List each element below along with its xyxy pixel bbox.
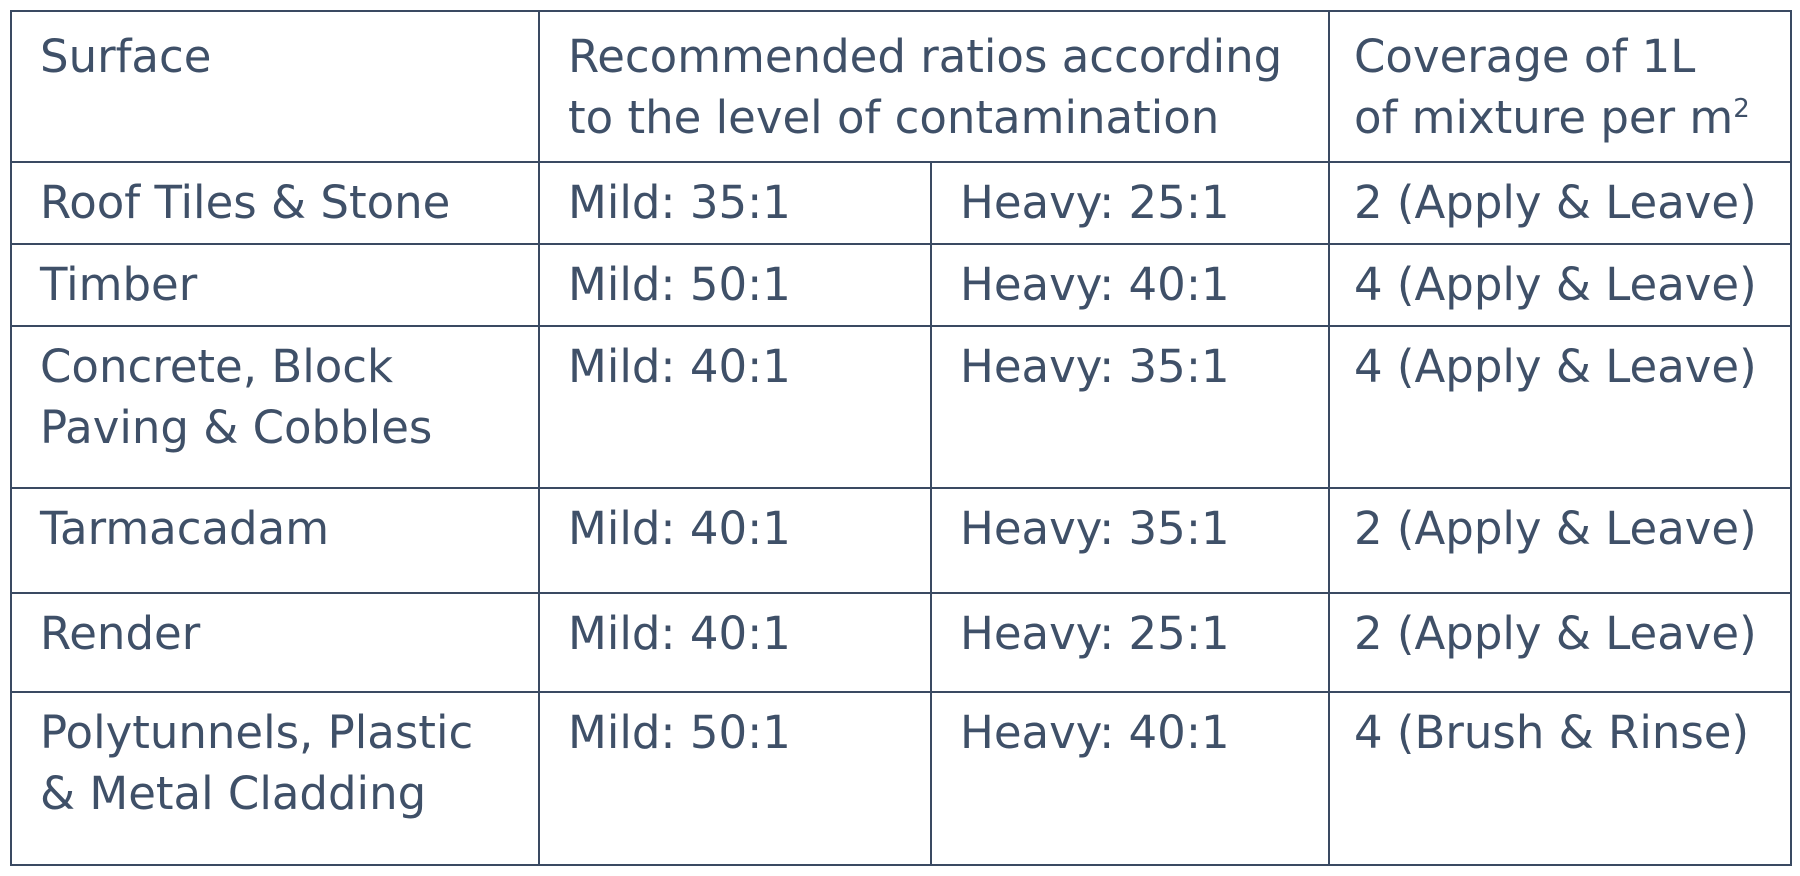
table-row: Roof Tiles & Stone Mild: 35:1 Heavy: 25:… [10,161,1792,245]
cell-coverage: 2 (Apply & Leave) [1328,487,1792,594]
cell-surface: Render [10,592,540,693]
header-coverage-line-1: Coverage of 1L [1354,30,1696,83]
header-ratios-line-1: Recommended ratios according [568,30,1283,83]
cell-heavy: Heavy: 35:1 [930,487,1330,594]
cell-heavy: Heavy: 40:1 [930,243,1330,327]
surface-line-1: Tarmacadam [40,502,330,555]
table-row: Timber Mild: 50:1 Heavy: 40:1 4 (Apply &… [10,243,1792,327]
surface-line-2: & Metal Cladding [40,767,427,820]
cell-surface: Timber [10,243,540,327]
table-row: Render Mild: 40:1 Heavy: 25:1 2 (Apply &… [10,592,1792,693]
cell-heavy: Heavy: 35:1 [930,325,1330,489]
header-ratios-line-2: to the level of contamination [568,91,1220,144]
surface-line-1: Concrete, Block [40,340,394,393]
surface-line-1: Render [40,607,201,660]
surface-line-1: Roof Tiles & Stone [40,176,451,229]
cell-surface: Concrete, Block Paving & Cobbles [10,325,540,489]
cell-heavy: Heavy: 25:1 [930,161,1330,245]
header-coverage-line-2: of mixture per m [1354,91,1734,144]
surface-line-1: Polytunnels, Plastic [40,706,474,759]
cell-mild: Mild: 40:1 [538,592,932,693]
surface-line-1: Timber [40,258,198,311]
cell-heavy: Heavy: 25:1 [930,592,1330,693]
header-coverage-superscript: 2 [1733,94,1750,124]
header-surface: Surface [10,10,540,163]
cell-heavy: Heavy: 40:1 [930,691,1330,866]
cell-coverage: 4 (Apply & Leave) [1328,325,1792,489]
header-coverage: Coverage of 1L of mixture per m2 [1328,10,1792,163]
cell-surface: Roof Tiles & Stone [10,161,540,245]
cell-mild: Mild: 35:1 [538,161,932,245]
table-row: Tarmacadam Mild: 40:1 Heavy: 35:1 2 (App… [10,487,1792,594]
cell-coverage: 4 (Brush & Rinse) [1328,691,1792,866]
header-row: Surface Recommended ratios according to … [10,10,1792,163]
cell-mild: Mild: 50:1 [538,691,932,866]
cell-surface: Tarmacadam [10,487,540,594]
cell-mild: Mild: 40:1 [538,487,932,594]
table-row: Polytunnels, Plastic & Metal Cladding Mil… [10,691,1792,866]
surface-line-2: Paving & Cobbles [40,401,433,454]
cell-surface: Polytunnels, Plastic & Metal Cladding [10,691,540,866]
table-row: Concrete, Block Paving & Cobbles Mild: 40… [10,325,1792,489]
cell-mild: Mild: 50:1 [538,243,932,327]
dilution-table: Surface Recommended ratios according to … [10,10,1792,866]
cell-coverage: 2 (Apply & Leave) [1328,592,1792,693]
cell-coverage: 2 (Apply & Leave) [1328,161,1792,245]
cell-coverage: 4 (Apply & Leave) [1328,243,1792,327]
header-ratios: Recommended ratios according to the leve… [538,10,1330,163]
cell-mild: Mild: 40:1 [538,325,932,489]
